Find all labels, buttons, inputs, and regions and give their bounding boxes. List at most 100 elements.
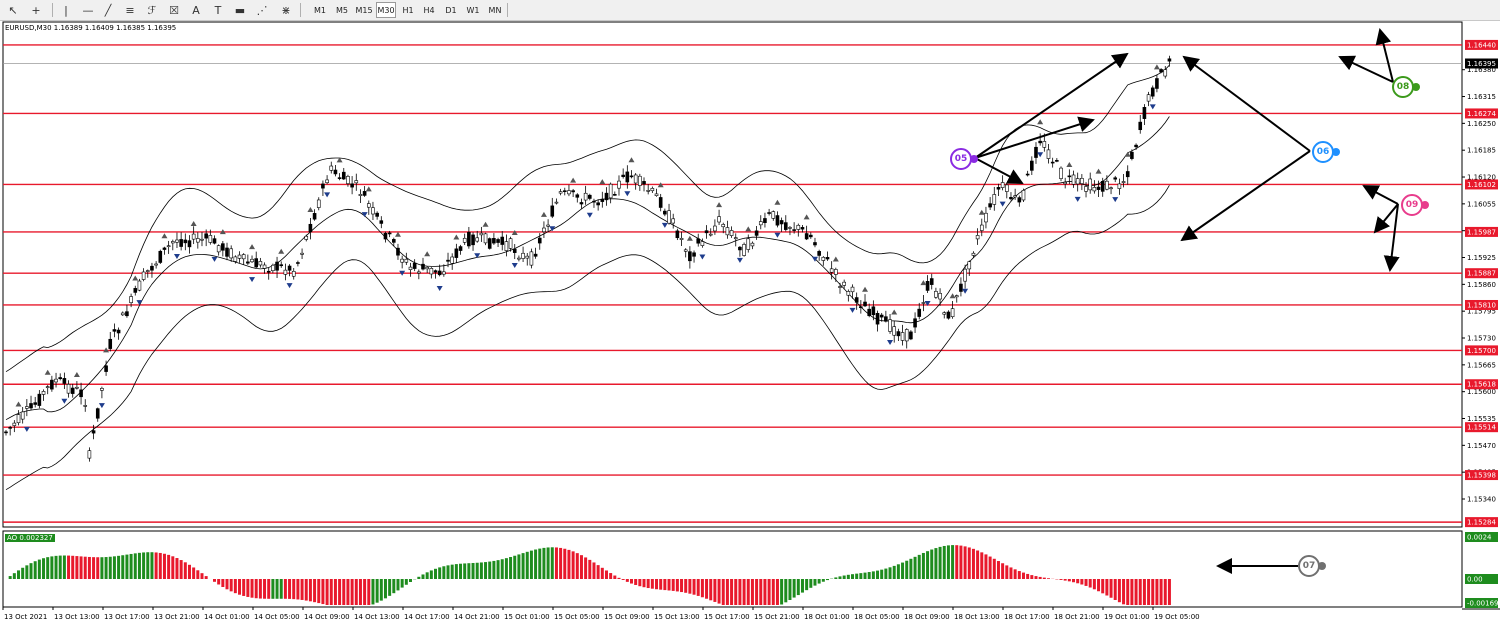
callout-05[interactable]: 05 (950, 148, 972, 170)
fractal-down (549, 226, 556, 232)
candle-body (667, 210, 671, 224)
oscillator-bar (825, 579, 829, 581)
candle-body (316, 199, 321, 208)
oscillator-bar (604, 570, 608, 579)
candle-body (663, 210, 667, 215)
vertical-line-tool-icon[interactable]: | (64, 3, 68, 17)
candle-body (254, 258, 258, 268)
oscillator-bar (313, 579, 317, 603)
oscillator-bar (959, 545, 963, 579)
rectangle-tool-icon[interactable]: ▬ (234, 3, 246, 17)
time-tick-label: 19 Oct 05:00 (1154, 613, 1200, 621)
candle-body (487, 238, 492, 249)
callout-06[interactable]: 06 (1312, 141, 1334, 163)
timeframe-d1[interactable]: D1 (445, 5, 457, 15)
candle-body (287, 265, 292, 271)
candle-body (62, 378, 67, 384)
time-tick-label: 13 Oct 17:00 (104, 613, 150, 621)
callout-07-handle[interactable] (1318, 562, 1326, 570)
candle-body (871, 306, 876, 316)
timeframe-w1[interactable]: W1 (466, 5, 480, 15)
oscillator-bar (442, 566, 446, 579)
candle-body (758, 221, 763, 226)
oscillator-bar (238, 579, 242, 595)
oscillator-bar (609, 573, 613, 579)
candle-body (450, 256, 454, 264)
text-label-tool-icon[interactable]: T (214, 3, 222, 17)
oscillator-bar (842, 575, 846, 579)
price-tick-label: 1.15665 (1467, 361, 1496, 369)
timeframe-mn[interactable]: MN (488, 5, 502, 15)
oscillator-frame (2, 530, 1463, 608)
callout-05-handle[interactable] (970, 155, 978, 163)
timeframe-m5[interactable]: M5 (336, 5, 348, 15)
callout-09-handle[interactable] (1421, 201, 1429, 209)
oscillator-tag-label: -0.001699 (1467, 600, 1500, 608)
oscillator-bar (129, 553, 133, 579)
oscillator-bar (700, 579, 704, 598)
timeframe-m15[interactable]: M15 (355, 5, 373, 15)
horizontal-line-tool-icon[interactable]: — (82, 3, 94, 17)
oscillator-bar (896, 564, 900, 579)
oscillator-bar (1163, 579, 1167, 605)
candle-body (650, 188, 655, 192)
oscillator-bar (1021, 572, 1025, 579)
gann-tool-icon[interactable]: ☒ (169, 3, 179, 17)
channel-tool-icon[interactable]: ≡ (125, 3, 135, 17)
oscillator-tag-label: 0.0024 (1467, 534, 1492, 542)
fractal-down (249, 277, 256, 283)
candle-body (100, 388, 104, 391)
fibo-fan-tool-icon[interactable]: ⋰ (256, 3, 268, 17)
candle-body (492, 238, 496, 244)
callout-09[interactable]: 09 (1401, 194, 1423, 216)
time-tick-label: 19 Oct 01:00 (1104, 613, 1150, 621)
pitchfork-tool-icon[interactable]: ⋇ (281, 3, 291, 17)
cursor-tool-icon[interactable]: ↖ (8, 3, 18, 17)
oscillator-bar (383, 579, 387, 599)
oscillator-bar (204, 576, 208, 579)
oscillator-bar (133, 553, 137, 579)
oscillator-bar (834, 577, 838, 579)
oscillator-bar (438, 567, 442, 579)
candle-body (1167, 58, 1172, 62)
trendline-tool-icon[interactable]: ╱ (104, 3, 112, 17)
callout-07[interactable]: 07 (1298, 555, 1320, 577)
oscillator-bar (909, 558, 913, 579)
candle-body (75, 386, 79, 389)
fractal-markers (15, 64, 1160, 432)
candle-body (1025, 173, 1030, 176)
candle-body (321, 183, 325, 189)
timeframe-m1[interactable]: M1 (314, 5, 326, 15)
callout-08-handle[interactable] (1412, 83, 1420, 91)
candle-body (221, 243, 225, 251)
crosshair-tool-icon[interactable]: + (31, 3, 41, 17)
candle-body (592, 200, 596, 203)
fibonacci-tool-icon[interactable]: ℱ (147, 3, 157, 17)
oscillator-bar (750, 579, 754, 605)
oscillator-bar (613, 575, 617, 579)
candle-body (291, 271, 296, 277)
callout-06-handle[interactable] (1332, 148, 1340, 156)
candle-body (550, 205, 555, 217)
oscillator-bar (638, 579, 642, 587)
timeframe-h1[interactable]: H1 (402, 5, 414, 15)
fractal-up (891, 309, 898, 315)
callout-08[interactable]: 08 (1392, 76, 1414, 98)
timeframe-m30[interactable]: M30 (376, 2, 396, 18)
candle-body (929, 278, 934, 285)
oscillator-bar (1038, 576, 1042, 579)
candle-body (587, 194, 592, 199)
oscillator-bar (108, 556, 112, 579)
candle-body (150, 265, 154, 271)
oscillator-bar (855, 573, 859, 579)
timeframe-h4[interactable]: H4 (423, 5, 435, 15)
oscillator-bar (492, 560, 496, 579)
candle-body (763, 218, 767, 223)
oscillator-bar (179, 560, 183, 579)
fractal-up (1066, 161, 1073, 167)
candle-body (442, 271, 446, 275)
candle-body (1130, 151, 1134, 159)
time-tick-label: 13 Oct 13:00 (54, 613, 100, 621)
text-tool-icon[interactable]: A (192, 3, 200, 17)
